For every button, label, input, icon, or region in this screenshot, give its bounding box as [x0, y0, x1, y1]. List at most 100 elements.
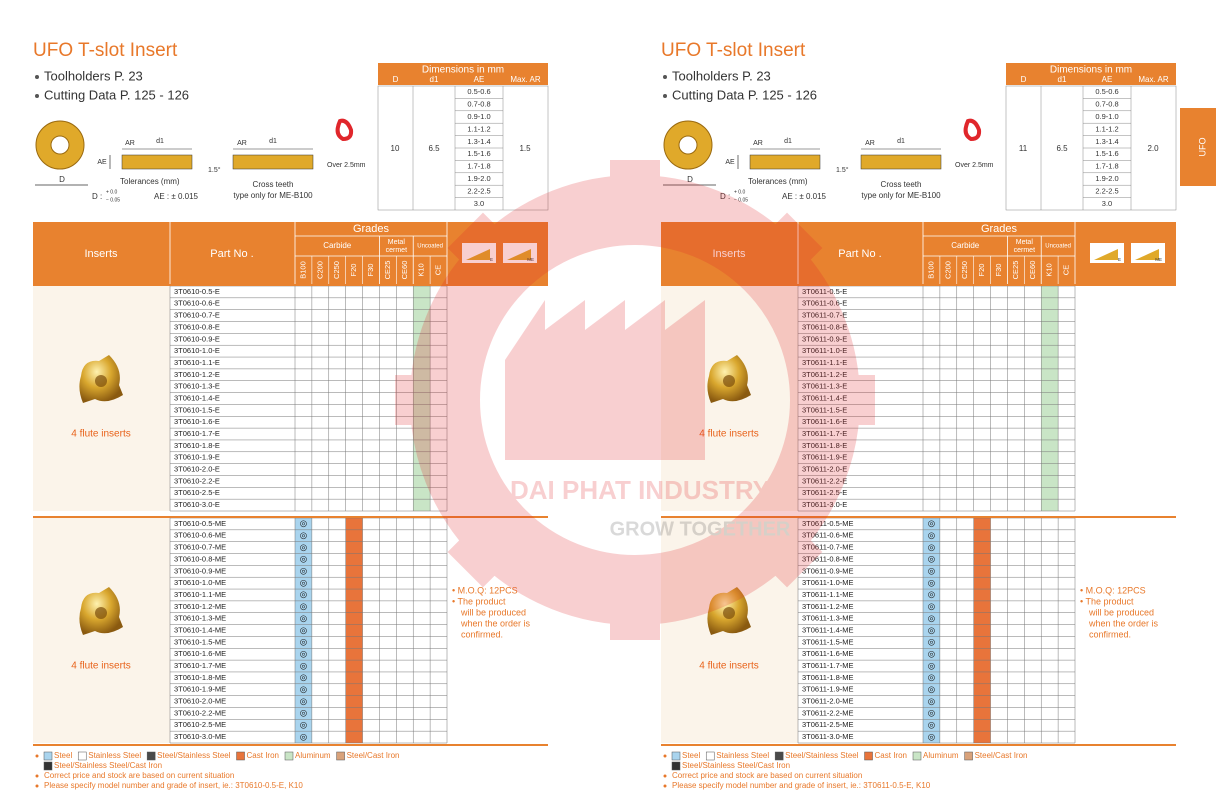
grade-symbol: ◎ [928, 696, 936, 706]
grade-code: B100 [926, 261, 935, 279]
insert-hole [723, 607, 735, 619]
dim-col: Max. AR [510, 75, 540, 84]
grade-symbol: ◎ [300, 708, 308, 718]
part-no: 3T0610-1.5-ME [174, 637, 226, 646]
dim-ae: 1.7-1.8 [1095, 162, 1118, 171]
diagram-label: AR [865, 140, 875, 147]
insert-hole [95, 375, 107, 387]
part-no: 3T0611-0.7-E [802, 311, 847, 320]
part-no: 3T0611-0.5-ME [802, 519, 854, 528]
diagram-label: d1 [897, 138, 905, 145]
flag-icon [963, 118, 982, 142]
legend-label: Aluminum [295, 751, 331, 760]
grade-fill [923, 518, 940, 743]
side-tab-label: UFO [1197, 138, 1207, 157]
header-label: Part No . [838, 248, 881, 260]
diagram-label: Cross teeth [881, 180, 922, 189]
header-label: Grades [981, 223, 1018, 235]
order-note: • M.O.Q: 12PCS [452, 585, 518, 595]
legend-label: Cast Iron [875, 751, 907, 760]
header-label: Part No . [210, 248, 253, 260]
title: UFO T-slot Insert [661, 40, 806, 61]
part-no: 3T0611-1.2-E [802, 370, 847, 379]
grade-symbol: ◎ [300, 684, 308, 694]
grade-symbol: ◎ [928, 637, 936, 647]
legend-swatch [336, 751, 345, 761]
legend-swatch [43, 751, 53, 761]
diagram-label: d1 [156, 138, 164, 145]
grade-symbol: ◎ [300, 672, 308, 682]
grade-symbol: ◎ [300, 660, 308, 670]
grade-code: C200 [943, 261, 952, 279]
header-label: cermet [1014, 247, 1035, 254]
grade-symbol: ◎ [928, 518, 936, 528]
icon-label: E [1118, 257, 1121, 262]
part-no: 3T0610-0.8-E [174, 322, 220, 331]
part-no: 3T0610-0.8-ME [174, 554, 226, 563]
part-no: 3T0611-0.8-E [802, 322, 847, 331]
grade-code: CE60 [400, 261, 409, 280]
dim-ae: 1.1-1.2 [1095, 124, 1118, 133]
diagram-label: 1.5° [208, 166, 221, 174]
gear-tooth [610, 580, 660, 640]
grade-code: C250 [332, 261, 341, 279]
grade-symbol: ◎ [928, 577, 936, 587]
part-no: 3T0611-0.6-ME [802, 531, 854, 540]
part-no: 3T0610-1.0-ME [174, 578, 226, 587]
part-no: 3T0610-2.0-E [174, 465, 220, 474]
part-no: 3T0611-1.0-E [802, 346, 847, 355]
legend-swatch [43, 761, 53, 771]
part-no: 3T0610-1.0-E [174, 346, 220, 355]
part-no: 3T0611-2.0-ME [802, 697, 854, 706]
cutter-hole [678, 135, 698, 155]
part-no: 3T0610-3.0-E [174, 500, 220, 509]
grade-symbol: ◎ [928, 731, 936, 741]
header-label: Metal [388, 239, 406, 246]
side-tab [1180, 108, 1216, 186]
bullet-dot [35, 784, 39, 788]
grade-symbol: ◎ [928, 672, 936, 682]
dim-ae: 1.9-2.0 [467, 174, 490, 183]
grade-symbol: ◎ [300, 601, 308, 611]
order-note: when the order is [460, 618, 531, 628]
grade-symbol: ◎ [928, 589, 936, 599]
bullet-dot [663, 75, 667, 79]
part-no: 3T0611-1.5-ME [802, 637, 854, 646]
panel: UFO T-slot Insert Toolholders P. 23 Cuttin… [33, 40, 549, 790]
dim-d1: 6.5 [428, 144, 440, 153]
dim-ae: 1.3-1.4 [467, 137, 490, 146]
panel: UFO T-slot Insert Toolholders P. 23 Cuttin… [661, 40, 1177, 790]
grade-symbol: ◎ [300, 518, 308, 528]
grade-code: K10 [417, 263, 426, 276]
dim-ae: 0.7-0.8 [467, 100, 490, 109]
bullet: Toolholders P. 23 [44, 68, 143, 83]
part-no: 3T0611-2.2-ME [802, 708, 854, 717]
grade-symbol: ◎ [928, 554, 936, 564]
profile [749, 154, 821, 170]
dim-ae: 1.7-1.8 [467, 162, 490, 171]
diagram-label: d1 [269, 138, 277, 145]
cutter-hole [50, 135, 70, 155]
part-no: 3T0610-0.5-E [174, 287, 220, 296]
bullet-dot [663, 754, 667, 758]
part-no: 3T0611-3.0-ME [802, 732, 854, 741]
grade-symbol: ◎ [928, 648, 936, 658]
grade-symbol: ◎ [928, 613, 936, 623]
grade-symbol: ◎ [928, 684, 936, 694]
legend-label: Steel [682, 751, 700, 760]
diagram-label: 1.5° [836, 166, 849, 174]
grade-symbol: ◎ [928, 601, 936, 611]
diagram-label: Over 2.5mm [955, 162, 994, 169]
grade-symbol: ◎ [300, 554, 308, 564]
part-no: 3T0611-1.9-ME [802, 685, 854, 694]
footnote: Correct price and stock are based on cur… [44, 771, 234, 780]
part-no: 3T0611-2.5-ME [802, 720, 854, 729]
part-no: 3T0610-0.9-E [174, 334, 220, 343]
dim-col: Max. AR [1138, 75, 1168, 84]
grade-fill [973, 518, 991, 743]
part-no: 3T0611-2.5-E [802, 488, 847, 497]
legend-label: Stainless Steel [716, 751, 769, 760]
part-no: 3T0610-1.9-E [174, 453, 220, 462]
insert-label: 4 flute inserts [699, 429, 758, 440]
